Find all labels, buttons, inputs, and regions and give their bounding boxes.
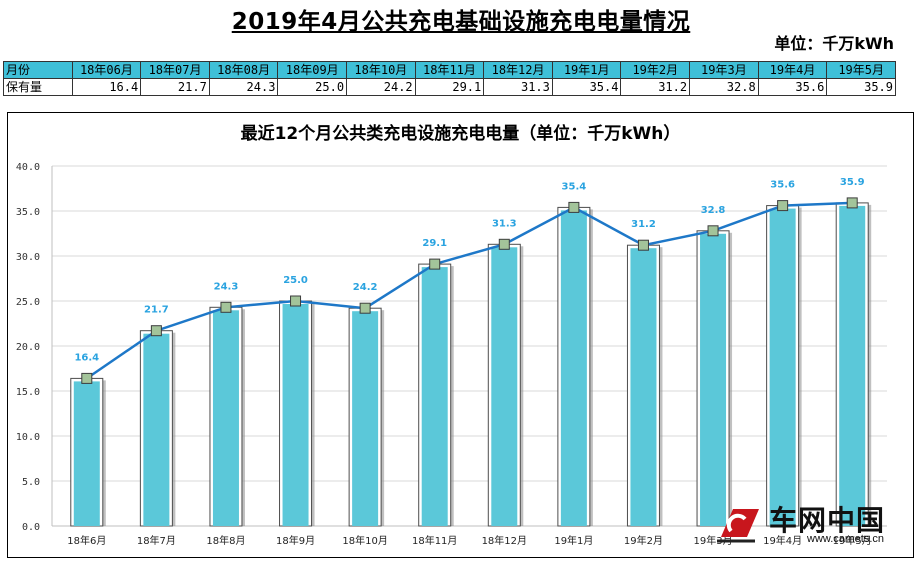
table-month-cell: 18年06月: [71, 61, 142, 79]
data-point: [290, 295, 302, 307]
table-month-cell: 18年07月: [140, 61, 210, 79]
data-label: 35.6: [770, 180, 795, 191]
data-label: 32.8: [701, 205, 726, 216]
x-tick-label: 18年8月: [206, 534, 245, 547]
table-month-cell: 18年09月: [277, 61, 348, 79]
bar: [491, 247, 518, 527]
data-label: 24.2: [353, 282, 378, 293]
y-tick-label: 5.0: [22, 477, 40, 488]
data-label: 16.4: [74, 352, 99, 363]
main-title: 2019年4月公共充电基础设施充电电量情况: [231, 9, 691, 35]
data-label: 35.9: [840, 177, 865, 188]
data-point: [637, 239, 649, 251]
data-point: [220, 301, 232, 313]
y-tick-label: 10.0: [16, 432, 40, 443]
unit-note: 单位：千万kWh: [774, 34, 894, 53]
x-tick-label: 19年4月: [763, 534, 802, 547]
bar: [769, 208, 796, 526]
table-month-cell: 19年3月: [689, 61, 759, 79]
data-point: [150, 325, 162, 337]
chart-title: 最近12个月公共类充电设施充电电量（单位：千万kWh）: [240, 124, 681, 144]
x-tick-label: 18年10月: [342, 534, 387, 547]
data-point: [707, 225, 719, 237]
bar: [630, 248, 657, 526]
bar: [143, 333, 170, 526]
table-value-cell: 35.6: [757, 78, 828, 96]
bar: [212, 310, 239, 526]
data-label: 24.3: [214, 281, 239, 292]
chart-frame: 最近12个月公共类充电设施充电电量（单位：千万kWh） 0.0 5.0 10.0 15…: [7, 112, 914, 558]
data-table: 月份 18年06月 18年07月 18年08月 18年09月 18年10月 18年11月 1…: [3, 61, 896, 96]
x-tick-label: 18年6月: [67, 534, 106, 547]
table-header-row: 月份 18年06月 18年07月 18年08月 18年09月 18年10月 18年11月 1…: [3, 61, 896, 79]
table-month-cell: 19年2月: [620, 61, 691, 79]
data-label: 29.1: [422, 238, 447, 249]
series-line: [86, 201, 853, 380]
data-label: 25.0: [283, 275, 308, 286]
data-label: 21.7: [144, 305, 169, 316]
watermark-url: www.carnets.cn: [807, 533, 885, 545]
table-value-cell: 35.9: [826, 78, 896, 96]
y-tick-label: 15.0: [16, 387, 40, 398]
table-month-cell: 18年11月: [414, 61, 485, 79]
y-tick-label: 25.0: [16, 297, 40, 308]
data-point: [846, 197, 858, 209]
watermark-name: 车网中国: [769, 504, 886, 537]
data-point: [359, 302, 371, 314]
table-value-row: 保有量 16.4 21.7 24.3 25.0 24.2 29.1 31.3 35.4 31.2…: [3, 78, 896, 96]
table-value-cell: 24.2: [346, 78, 416, 96]
table-value-cell: 24.3: [208, 78, 279, 96]
x-tick-label: 18年7月: [137, 534, 176, 547]
table-value-cell: 21.7: [140, 78, 210, 96]
y-tick-label: 20.0: [16, 342, 40, 353]
x-tick-label: 19年1月: [554, 534, 593, 547]
table-month-cell: 18年12月: [483, 61, 553, 79]
watermark: 车网中国 www.carnets.cn: [715, 499, 905, 551]
x-tick-label: 19年2月: [624, 534, 663, 547]
bar: [282, 304, 309, 526]
x-tick-label: 19年5月: [833, 534, 872, 547]
data-point: [498, 238, 510, 250]
x-tick-label: 18年11月: [412, 534, 457, 547]
table-month-cell: 18年08月: [208, 61, 279, 79]
table-value-cell: 32.8: [689, 78, 759, 96]
y-tick-label: 0.0: [22, 522, 40, 533]
data-point: [777, 200, 789, 212]
table-month-cell: 19年4月: [757, 61, 828, 79]
table-value-cell: 31.2: [620, 78, 691, 96]
y-tick-label: 30.0: [16, 252, 40, 263]
bar: [560, 210, 587, 526]
data-label: 31.3: [492, 218, 517, 229]
y-tick-label: 35.0: [16, 207, 40, 218]
data-label: 35.4: [562, 181, 587, 192]
bar-line-chart: 0.0 5.0 10.0 15.0 20.0 25.0 30.0 35.0 40.0 18年6月 1…: [16, 162, 887, 547]
table-value-cell: 16.4: [71, 78, 142, 96]
table-value-label: 保有量: [3, 78, 73, 96]
bar: [73, 381, 100, 526]
x-tick-label: 18年12月: [482, 534, 527, 547]
x-tick-label: 18年9月: [276, 534, 315, 547]
data-point: [81, 372, 93, 384]
table-header-label: 月份: [3, 61, 73, 79]
data-label: 31.2: [631, 219, 656, 230]
table-value-cell: 29.1: [414, 78, 485, 96]
data-point: [429, 258, 441, 270]
table-value-cell: 35.4: [551, 78, 622, 96]
bar: [700, 233, 727, 527]
table-month-cell: 19年1月: [551, 61, 622, 79]
table-value-cell: 31.3: [483, 78, 553, 96]
table-month-cell: 19年5月: [826, 61, 896, 79]
bar: [421, 267, 448, 526]
data-point: [568, 201, 580, 213]
bar: [839, 205, 866, 526]
bar: [352, 311, 379, 526]
carnets-logo-icon: [717, 509, 759, 543]
x-tick-label: 19年3月: [693, 534, 732, 547]
table-value-cell: 25.0: [277, 78, 348, 96]
table-month-cell: 18年10月: [346, 61, 416, 79]
y-tick-label: 40.0: [16, 162, 40, 173]
